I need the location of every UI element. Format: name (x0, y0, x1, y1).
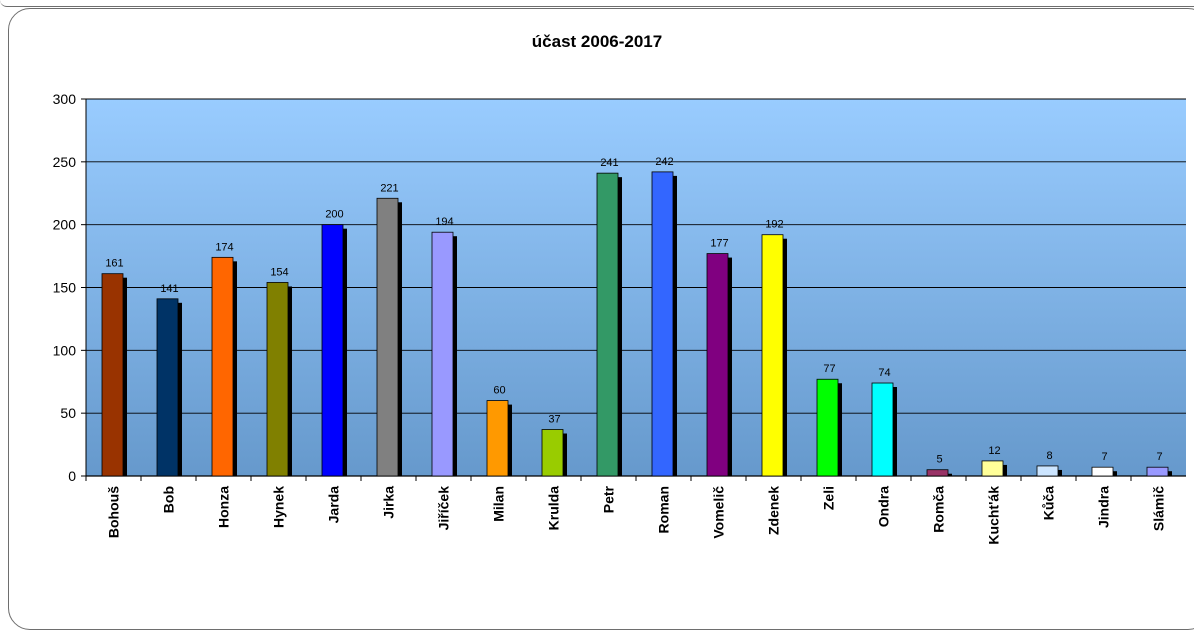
data-label: 241 (600, 157, 618, 169)
bar-3 (266, 282, 289, 477)
y-tick-label: 300 (53, 91, 77, 107)
bar-1 (156, 298, 179, 477)
bar-17 (1036, 465, 1059, 477)
bar-15 (926, 469, 949, 477)
category-label: Bob (161, 486, 177, 513)
y-tick-label: 100 (53, 342, 77, 358)
category-label: Petr (601, 485, 617, 513)
category-label: Kucht'ák (986, 486, 1002, 545)
bar-9 (596, 172, 619, 477)
category-label: Jindra (1096, 486, 1112, 528)
bar-12 (761, 234, 784, 477)
bar-13 (816, 378, 839, 477)
data-label: 7 (1101, 451, 1107, 463)
category-label: Bohouš (106, 486, 122, 538)
category-label: Krulda (546, 486, 562, 531)
category-label: Kůča (1041, 486, 1057, 520)
category-label: Jiříček (436, 486, 452, 531)
category-label: Hynek (271, 486, 287, 528)
bar-14 (871, 382, 894, 477)
data-label: 5 (936, 454, 942, 466)
data-label: 8 (1046, 450, 1052, 462)
data-label: 12 (988, 445, 1000, 457)
category-label: Romča (931, 486, 947, 533)
data-label: 60 (493, 385, 505, 397)
chart-title: účast 2006-2017 (531, 32, 663, 51)
data-label: 174 (215, 241, 233, 253)
bar-11 (706, 253, 729, 477)
y-tick-label: 50 (60, 405, 76, 421)
data-label: 194 (435, 216, 453, 228)
bar-5 (376, 197, 399, 477)
bar-6 (431, 231, 454, 477)
data-label: 177 (710, 238, 728, 250)
labels: 0 50 100 150 200 250 300 161 Bohouš 141 Bob 174 Honz… (53, 91, 1167, 545)
data-label: 154 (270, 266, 288, 278)
data-label: 7 (1156, 451, 1162, 463)
data-label: 161 (105, 258, 123, 270)
bar-18 (1091, 466, 1114, 477)
category-label: Ondra (876, 486, 892, 527)
data-label: 74 (878, 367, 890, 379)
y-tick-label: 200 (53, 217, 77, 233)
category-label: Honza (216, 486, 232, 528)
y-tick-label: 150 (53, 280, 77, 296)
data-label: 37 (548, 414, 560, 426)
data-label: 242 (655, 156, 673, 168)
top-frame-edge (0, 0, 1194, 7)
data-label: 77 (823, 363, 835, 375)
y-tick-label: 250 (53, 154, 77, 170)
category-label: Zdenek (766, 486, 782, 535)
category-label: Jirka (381, 486, 397, 519)
category-label: Roman (656, 486, 672, 533)
data-label: 200 (325, 209, 343, 221)
category-label: Slámič (1151, 486, 1167, 531)
category-label: Jarda (326, 486, 342, 524)
bar-8 (541, 429, 564, 477)
category-label: Milan (491, 486, 507, 522)
bar-4 (321, 224, 344, 477)
bar-2 (211, 256, 234, 477)
bar-chart: 0 50 100 150 200 250 300 161 Bohouš 141 Bob 174 Honz… (53, 91, 1186, 545)
bar-0 (101, 273, 124, 477)
category-label: Zeli (821, 486, 837, 510)
bar-19 (1146, 466, 1169, 477)
data-label: 141 (160, 283, 178, 295)
data-label: 192 (765, 219, 783, 231)
bar-10 (651, 171, 674, 477)
bar-16 (981, 460, 1004, 477)
y-tick-label: 0 (68, 468, 76, 484)
category-label: Vomelič (711, 486, 727, 539)
bar-7 (486, 400, 509, 477)
data-label: 221 (380, 182, 398, 194)
bars (101, 171, 1172, 477)
